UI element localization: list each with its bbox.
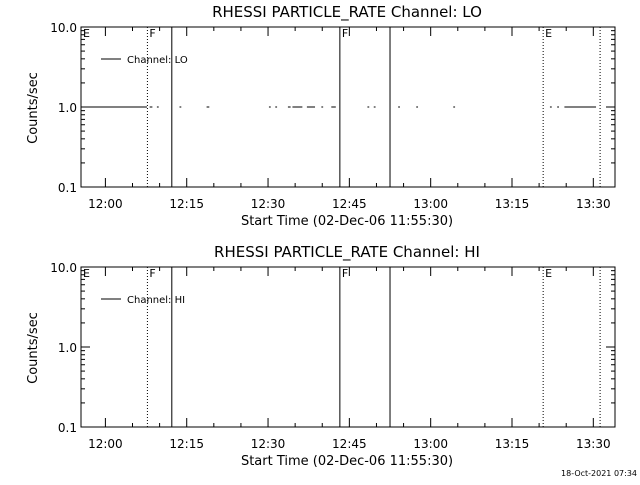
y-tick-label: 1.0 <box>58 341 77 355</box>
y-tick-label: 10.0 <box>50 261 77 275</box>
legend-label: Channel: LO <box>127 55 188 66</box>
x-tick-label: 13:30 <box>576 197 611 211</box>
flag-label: E <box>83 27 90 40</box>
x-axis-label: Start Time (02-Dec-06 11:55:30) <box>241 454 453 469</box>
x-axis-label: Start Time (02-Dec-06 11:55:30) <box>241 214 453 229</box>
timestamp: 18-Oct-2021 07:34 <box>561 469 637 478</box>
flag-label: F <box>342 27 348 40</box>
plot-area-hi: 0.1 1.0 10.0 12:00 12:15 12:30 12:45 13:00 13:15… <box>50 261 616 451</box>
flag-label: F <box>149 267 155 280</box>
x-tick-label: 13:00 <box>413 437 448 451</box>
x-tick-label: 12:30 <box>251 437 286 451</box>
x-tick-label: 12:15 <box>169 437 204 451</box>
flag-label: E <box>83 267 90 280</box>
flag-label: E <box>545 27 552 40</box>
x-tick-label: 12:00 <box>88 197 123 211</box>
flag-label: F <box>149 27 155 40</box>
x-tick-label: 13:15 <box>495 437 530 451</box>
legend-label: Channel: HI <box>127 295 185 306</box>
y-axis-label: Counts/sec <box>26 312 41 384</box>
x-tick-label: 12:00 <box>88 437 123 451</box>
x-tick-label: 12:30 <box>251 197 286 211</box>
y-tick-label: 1.0 <box>58 101 77 115</box>
y-tick-label: 0.1 <box>58 181 77 195</box>
x-tick-label: 12:45 <box>332 197 367 211</box>
x-tick-label: 13:00 <box>413 197 448 211</box>
plot-area-lo: 0.1 1.0 10.0 12:00 12:15 12:30 12:45 13:00 13:15… <box>50 21 616 211</box>
x-tick-label: 13:15 <box>495 197 530 211</box>
y-tick-label: 10.0 <box>50 21 77 35</box>
chart-title: RHESSI PARTICLE_RATE Channel: HI <box>214 243 480 262</box>
x-tick-label: 12:15 <box>169 197 204 211</box>
flag-label: F <box>342 267 348 280</box>
panel-hi: RHESSI PARTICLE_RATE Channel: HI Counts/… <box>26 243 616 469</box>
x-tick-label: 12:45 <box>332 437 367 451</box>
x-tick-label: 13:30 <box>576 437 611 451</box>
flag-label: E <box>545 267 552 280</box>
y-axis-label: Counts/sec <box>26 72 41 144</box>
chart-title: RHESSI PARTICLE_RATE Channel: LO <box>212 3 482 22</box>
y-tick-label: 0.1 <box>58 421 77 435</box>
panel-lo: RHESSI PARTICLE_RATE Channel: LO Counts/… <box>26 3 616 229</box>
